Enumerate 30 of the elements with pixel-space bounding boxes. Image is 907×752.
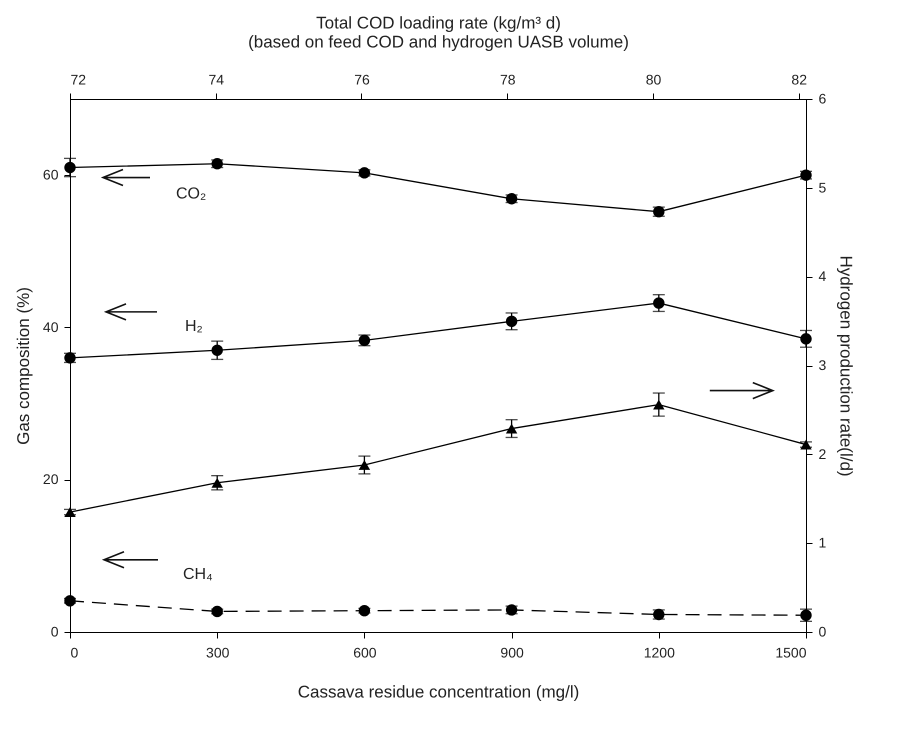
y-axis-title: Gas composition (%) bbox=[14, 287, 33, 445]
x-tick-label: 600 bbox=[353, 644, 377, 660]
y-tick-label: 60 bbox=[42, 166, 59, 183]
series-label: CO₂ bbox=[176, 186, 206, 203]
y-tick-label: 40 bbox=[42, 318, 59, 335]
series-label: H₂ bbox=[185, 318, 203, 335]
y2-tick-label: 0 bbox=[818, 624, 826, 640]
y2-tick-label: 6 bbox=[818, 90, 826, 106]
x2-tick-label: 80 bbox=[646, 72, 662, 88]
x-axis-title: Cassava residue concentration (mg/l) bbox=[298, 682, 580, 702]
x2-tick-label: 82 bbox=[791, 72, 808, 88]
x2-tick-label: 74 bbox=[208, 72, 224, 88]
x-tick-label: 1500 bbox=[775, 644, 807, 660]
x-tick-label: 300 bbox=[206, 644, 230, 660]
x-tick-label: 900 bbox=[500, 644, 524, 660]
x-tick-label: 1200 bbox=[644, 644, 676, 660]
x2-axis-title: Total COD loading rate (kg/m³ d) (based on feed COD and hydrogen UASB volume) bbox=[248, 14, 629, 52]
y2-tick-label: 1 bbox=[818, 534, 826, 551]
y-tick-label: 20 bbox=[42, 471, 59, 488]
series-label: CH₄ bbox=[183, 566, 213, 583]
y-tick-label: 0 bbox=[50, 624, 59, 640]
y2-tick-label: 4 bbox=[818, 268, 826, 284]
x2-tick-label: 76 bbox=[354, 72, 370, 88]
y2-tick-label: 3 bbox=[818, 357, 826, 373]
y2-tick-label: 2 bbox=[818, 446, 826, 462]
x2-tick-label: 78 bbox=[500, 72, 516, 88]
y2-tick-label: 5 bbox=[818, 179, 826, 196]
x-tick-label: 0 bbox=[70, 644, 78, 660]
y2-axis-title: Hydrogen production rate(l/d) bbox=[836, 255, 856, 477]
x2-tick-label: 72 bbox=[70, 72, 86, 88]
